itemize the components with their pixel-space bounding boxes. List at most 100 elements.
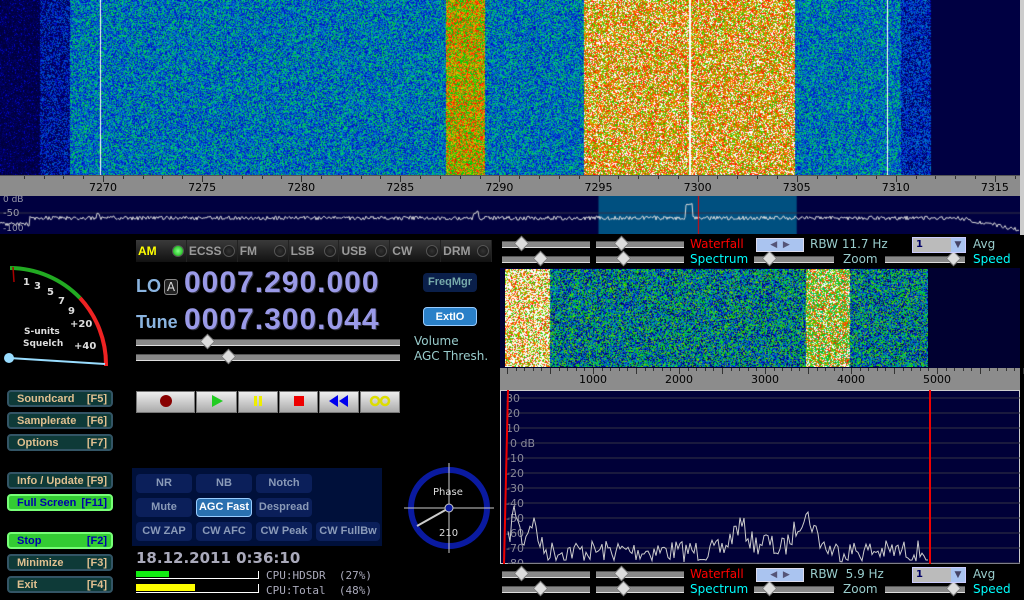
audio-frequency-axis[interactable]: 1000 2000 3000 4000 5000 [500, 368, 1024, 390]
slider-thumb[interactable] [613, 565, 630, 582]
mode-ecss-button[interactable]: ECSS [187, 240, 238, 262]
main-spectrum[interactable] [0, 196, 1020, 234]
side-button-key: [F2] [86, 534, 107, 547]
arrow-left-icon[interactable]: ◀ [770, 570, 778, 580]
audio-freq-tick [1005, 368, 1007, 371]
rbw-stepper[interactable]: ◀ ▶ [756, 238, 804, 252]
slider-thumb[interactable] [532, 580, 549, 597]
mute-button[interactable]: Mute [136, 498, 192, 517]
audio-waterfall[interactable] [505, 269, 928, 367]
slider-thumb[interactable] [945, 250, 962, 267]
speed-slider[interactable] [885, 250, 965, 267]
lo-lock-button[interactable]: A [164, 279, 178, 295]
soundcard-button[interactable]: Soundcard [F5] [7, 390, 113, 407]
record-button[interactable] [136, 391, 195, 413]
rewind-button[interactable] [319, 391, 359, 413]
arrow-right-icon[interactable]: ▶ [782, 240, 790, 250]
waterfall-slider-2[interactable] [596, 565, 684, 582]
spectrum-slider-1[interactable] [502, 580, 590, 597]
tune-frequency[interactable]: 0007.300.044 [184, 303, 380, 336]
mode-usb-button[interactable]: USB [339, 240, 391, 262]
spectrum-db-50: -50 [3, 208, 20, 219]
side-button-label: Full Screen [17, 496, 77, 509]
slider-thumb[interactable] [761, 580, 778, 597]
mode-am-button[interactable]: AM [136, 240, 187, 262]
arrow-left-icon[interactable]: ◀ [770, 240, 778, 250]
notch-button[interactable]: Notch [256, 474, 312, 493]
spectrum-label: Spectrum [690, 252, 749, 266]
freq-tick-label: 7290 [485, 181, 514, 194]
slider-thumb[interactable] [761, 250, 778, 267]
samplerate-button[interactable]: Samplerate [F6] [7, 412, 113, 429]
slider-thumb[interactable] [615, 250, 632, 267]
mode-lsb-button[interactable]: LSB [289, 240, 340, 262]
spectrum-slider-1[interactable] [502, 250, 590, 267]
slider-thumb[interactable] [532, 250, 549, 267]
freq-tick [380, 176, 382, 179]
freq-tick [400, 176, 402, 182]
freqmgr-button[interactable]: FreqMgr [423, 273, 477, 292]
slider-thumb[interactable] [613, 235, 630, 252]
main-waterfall[interactable] [0, 0, 1020, 175]
options-button[interactable]: Options [F7] [7, 434, 113, 451]
nb-button[interactable]: NB [196, 474, 252, 493]
stop-button[interactable] [279, 391, 318, 413]
avg-select[interactable]: 1 ▼ [912, 567, 966, 583]
audio-freq-tick [962, 368, 964, 371]
mode-label: CW [392, 244, 413, 258]
info-update-button[interactable]: Info / Update [F9] [7, 472, 113, 489]
agc-fast-button[interactable]: AGC Fast [196, 498, 252, 517]
nr-button[interactable]: NR [136, 474, 192, 493]
volume-slider[interactable] [136, 333, 400, 350]
play-icon [210, 393, 224, 412]
waterfall-label: Waterfall [690, 237, 744, 251]
play-button[interactable] [196, 391, 237, 413]
cw-fullbw-button[interactable]: CW FullBw [316, 522, 380, 541]
speed-slider[interactable] [885, 580, 965, 597]
pause-button[interactable] [238, 391, 278, 413]
waterfall-slider-2[interactable] [596, 235, 684, 252]
full-screen-button[interactable]: Full Screen [F11] [7, 494, 113, 511]
chevron-down-icon[interactable]: ▼ [951, 568, 965, 582]
freq-tick [915, 176, 917, 179]
slider-thumb[interactable] [513, 235, 530, 252]
waterfall-slider-1[interactable] [502, 235, 590, 252]
cw-zap-button[interactable]: CW ZAP [136, 522, 192, 541]
audio-freq-tick [618, 368, 620, 371]
slider-thumb[interactable] [945, 580, 962, 597]
exit-button[interactable]: Exit [F4] [7, 576, 113, 593]
stop-button[interactable]: Stop [F2] [7, 532, 113, 549]
spectrum-slider-2[interactable] [596, 580, 684, 597]
audio-freq-tick [782, 368, 784, 371]
slider-thumb[interactable] [615, 580, 632, 597]
arrow-right-icon[interactable]: ▶ [782, 570, 790, 580]
despread-button[interactable]: Despread [256, 498, 312, 517]
spectrum-slider-2[interactable] [596, 250, 684, 267]
mode-drm-button[interactable]: DRM [441, 240, 493, 262]
chevron-down-icon[interactable]: ▼ [951, 238, 965, 252]
mode-cw-button[interactable]: CW [390, 240, 442, 262]
frequency-axis[interactable]: 7270 7275 7280 7285 7290 7295 7300 7305 7310 7315 [0, 175, 1020, 196]
agc-threshold-slider[interactable] [136, 348, 400, 365]
zoom-slider[interactable] [754, 580, 834, 597]
cw-peak-button[interactable]: CW Peak [256, 522, 312, 541]
cw-afc-button[interactable]: CW AFC [196, 522, 252, 541]
mode-fm-button[interactable]: FM [238, 240, 289, 262]
minimize-button[interactable]: Minimize [F3] [7, 554, 113, 571]
lo-frequency[interactable]: 0007.290.000 [184, 266, 380, 299]
zoom-slider[interactable] [754, 250, 834, 267]
audio-freq-tick [644, 368, 646, 371]
loop-button[interactable] [360, 391, 400, 413]
mode-bar: AM ECSS FM LSB USB CW DRM [136, 240, 493, 262]
rbw-stepper[interactable]: ◀ ▶ [756, 568, 804, 582]
waterfall-slider-1[interactable] [502, 565, 590, 582]
audio-freq-tick [661, 368, 663, 371]
mode-label: FM [239, 244, 258, 258]
avg-select[interactable]: 1 ▼ [912, 237, 966, 253]
avg-value: 1 [916, 239, 923, 250]
extio-button[interactable]: ExtIO [423, 307, 477, 326]
slider-thumb[interactable] [513, 565, 530, 582]
freq-tick [261, 176, 263, 179]
agc-threshold-thumb[interactable] [221, 348, 237, 365]
